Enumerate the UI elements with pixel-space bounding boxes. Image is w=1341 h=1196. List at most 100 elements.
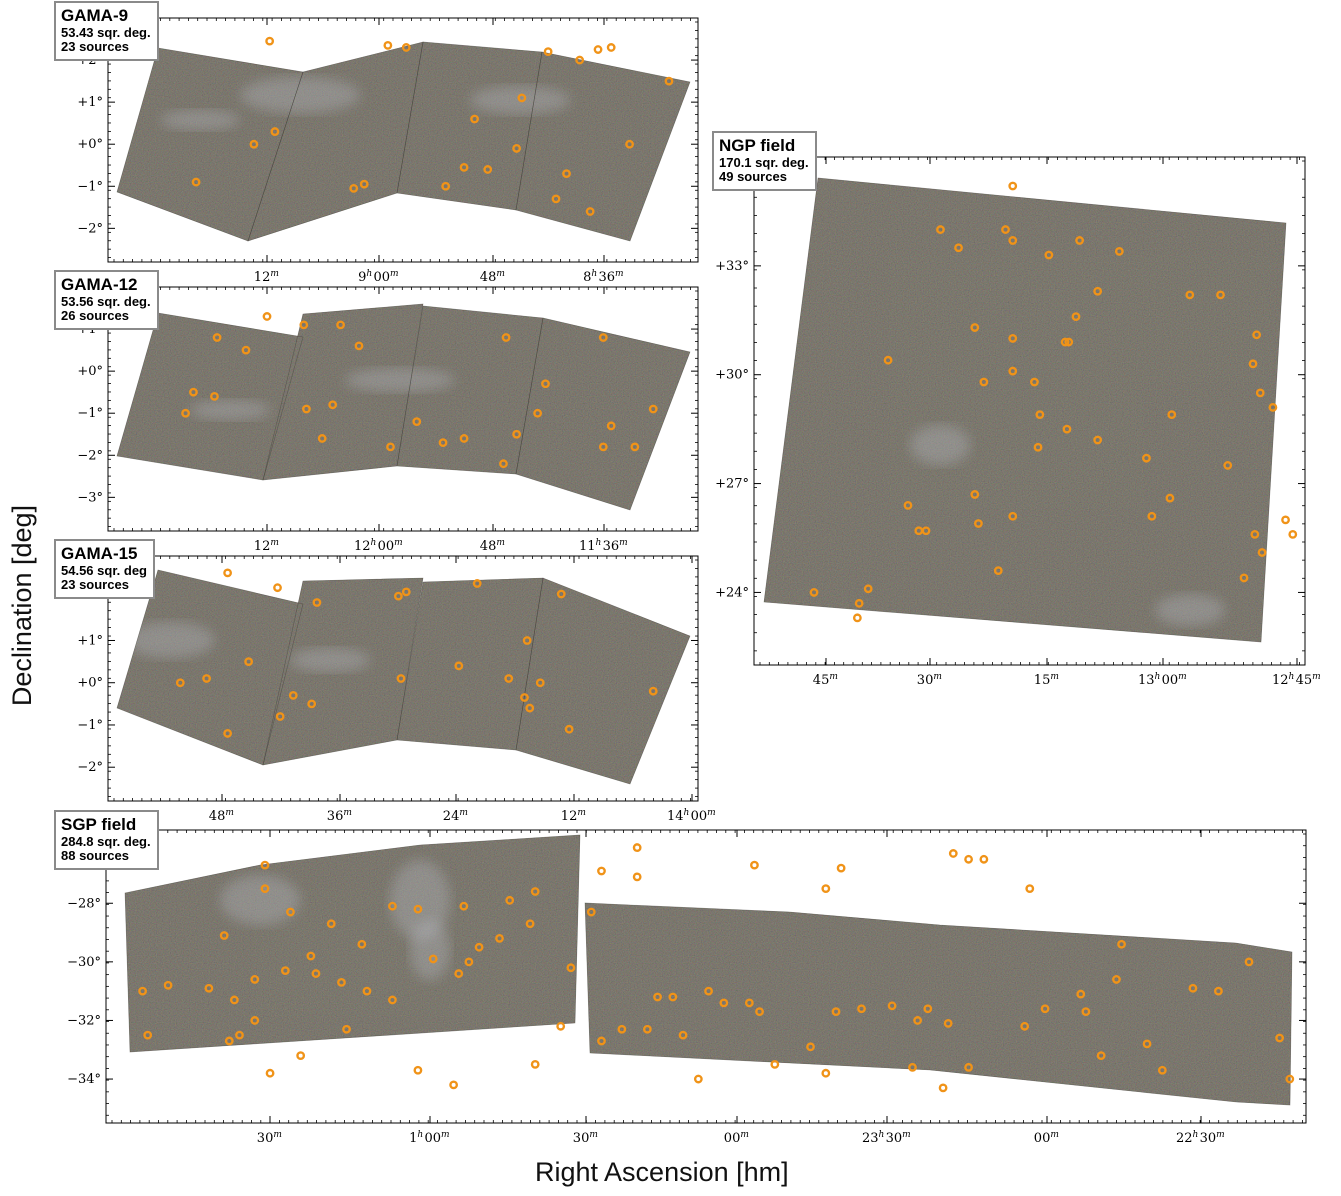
sgp-field-source-marker: [965, 856, 971, 862]
sgp-field-x-tick-label: 23h 30m: [862, 1130, 912, 1146]
sgp-field-x-tick-label: 30m: [257, 1130, 283, 1146]
gama-9-y-tick-label: −2°: [77, 221, 103, 236]
sgp-field-source-marker: [981, 856, 987, 862]
cirrus-emission: [160, 110, 240, 130]
ngp-field-coverage-map: [754, 157, 1305, 665]
ngp-field-y-tick-label: +27°: [715, 477, 749, 492]
sgp-field-x-tick-label: 22h 30m: [1176, 1130, 1226, 1146]
gama-15-x-tick-label: 24m: [443, 808, 469, 824]
gama-9-y-tick-label: +0°: [77, 137, 103, 152]
gama-15-x-tick-label: 48m: [209, 808, 235, 824]
sgp-field-source-marker: [634, 874, 640, 880]
gama-15-x-tick-label: 12m: [561, 808, 587, 824]
cirrus-emission: [1155, 594, 1225, 626]
sgp-field-source-marker: [634, 844, 640, 850]
ngp-field-title: NGP field: [719, 136, 809, 156]
cirrus-emission: [240, 77, 360, 113]
ngp-field-count: 49 sources: [719, 170, 809, 185]
gama-15-y-tick-label: −1°: [77, 718, 103, 733]
sgp-field-source-marker: [823, 1070, 829, 1076]
ngp-field-x-tick-label: 15m: [1034, 672, 1060, 688]
panel-gama-9: 12m 9h 00m 48m 8h 36m +2°+1°+0°−1°−2°: [77, 18, 698, 285]
sgp-field-source-marker: [297, 1052, 303, 1058]
gama-9-y-tick-label: −1°: [77, 179, 103, 194]
sgp-field-source-marker: [838, 865, 844, 871]
sgp-field-source-marker: [557, 1023, 563, 1029]
gama-15-y-tick-label: −2°: [77, 760, 103, 775]
gama-9-info-box: GAMA-9 53.43 sqr. deg. 23 sources: [54, 1, 159, 61]
sgp-field-source-marker: [598, 868, 604, 874]
gama-12-source-marker: [264, 313, 270, 319]
gama-12-y-tick-label: −1°: [77, 406, 103, 421]
gama-9-area: 53.43 sqr. deg.: [61, 26, 151, 41]
cirrus-emission: [345, 368, 455, 392]
sgp-field-count: 88 sources: [61, 849, 151, 864]
panel-sgp-field: 30m 1h 00m 30m 00m 23h 30m 00m 22h 30m −…: [67, 830, 1306, 1146]
gama-15-title: GAMA-15: [61, 544, 147, 564]
sgp-field-source-marker: [1027, 885, 1033, 891]
sgp-field-y-tick-label: −30°: [67, 955, 101, 970]
gama-15-count: 23 sources: [61, 578, 147, 593]
panel-ngp-field: 45m 30m 15m 13h 00m 12h 45m +33°+30°+27°…: [715, 157, 1322, 688]
gama-15-y-tick-label: +0°: [77, 676, 103, 691]
gama-12-y-tick-label: −2°: [77, 448, 103, 463]
ngp-field-x-tick-label: 12h 45m: [1272, 672, 1322, 688]
gama-15-source-marker: [224, 570, 230, 576]
sgp-field-source-marker: [940, 1085, 946, 1091]
gama-12-x-tick-label: 11h 36m: [579, 538, 629, 554]
sgp-field-source-marker: [450, 1082, 456, 1088]
gama-9-x-tick-label: 48m: [480, 269, 506, 285]
ngp-field-x-tick-label: 30m: [917, 672, 943, 688]
ngp-field-y-tick-label: +30°: [715, 368, 749, 383]
panel-gama-15: 48m 36m 24m 12m 14h 00m +1° +0° −1° −2°: [77, 556, 717, 824]
gama-12-x-tick-label: 12m: [254, 538, 280, 554]
ngp-field-area: 170.1 sqr. deg.: [719, 156, 809, 171]
sgp-field-source-marker: [695, 1076, 701, 1082]
panel-gama-12: 12m 12h 00m 48m 11h 36m +1°+0°−1°−2°−3°: [77, 287, 698, 554]
ngp-field-source-marker: [854, 615, 860, 621]
ngp-field-source-marker: [1010, 183, 1016, 189]
sgp-field-y-tick-label: −32°: [67, 1013, 101, 1028]
cirrus-emission: [125, 622, 215, 658]
gama-12-info-box: GAMA-12 53.56 sqr. deg. 26 sources: [54, 270, 159, 330]
sgp-field-y-tick-label: −34°: [67, 1072, 101, 1087]
gama-9-x-tick-label: 8h 36m: [583, 269, 625, 285]
sgp-field-source-marker: [415, 1067, 421, 1073]
sgp-field-source-marker: [950, 850, 956, 856]
gama-12-title: GAMA-12: [61, 275, 151, 295]
gama-9-source-marker: [266, 38, 272, 44]
gama-15-source-marker: [274, 584, 280, 590]
gama-15-area: 54.56 sqr. deg: [61, 564, 147, 579]
cirrus-emission: [290, 648, 370, 672]
gama-15-y-tick-label: +1°: [77, 633, 103, 648]
cirrus-emission: [220, 875, 300, 925]
gama-12-count: 26 sources: [61, 309, 151, 324]
gama-9-count: 23 sources: [61, 40, 151, 55]
x-axis-label: Right Ascension [hm]: [535, 1157, 789, 1188]
ngp-field-info-box: NGP field 170.1 sqr. deg. 49 sources: [712, 131, 817, 191]
gama-9-source-marker: [545, 48, 551, 54]
cirrus-emission: [410, 920, 450, 980]
sgp-field-source-marker: [532, 1061, 538, 1067]
sgp-field-info-box: SGP field 284.8 sqr. deg. 88 sources: [54, 810, 159, 870]
gama-9-title: GAMA-9: [61, 6, 151, 26]
gama-15-x-tick-label: 36m: [327, 808, 353, 824]
gama-9-x-tick-label: 9h 00m: [358, 269, 400, 285]
cirrus-emission: [910, 425, 970, 465]
y-axis-label: Declination [deg]: [7, 473, 38, 738]
sgp-field-x-tick-label: 00m: [1034, 1130, 1060, 1146]
sgp-field-source-marker: [823, 885, 829, 891]
gama-9-source-marker: [595, 46, 601, 52]
ngp-field-y-tick-label: +33°: [715, 259, 749, 274]
sgp-field-coverage-map: [106, 830, 1306, 1123]
gama-9-source-marker: [608, 44, 614, 50]
ngp-field-x-tick-label: 13h 00m: [1138, 672, 1188, 688]
gama-12-coverage-map: [108, 287, 698, 531]
gama-12-x-tick-label: 12h 00m: [354, 538, 404, 554]
ngp-field-source-marker: [1290, 531, 1296, 537]
gama-15-x-tick-label: 14h 00m: [667, 808, 717, 824]
gama-15-info-box: GAMA-15 54.56 sqr. deg 23 sources: [54, 539, 155, 599]
sgp-field-source-marker: [772, 1061, 778, 1067]
sgp-field-y-tick-label: −28°: [67, 896, 101, 911]
